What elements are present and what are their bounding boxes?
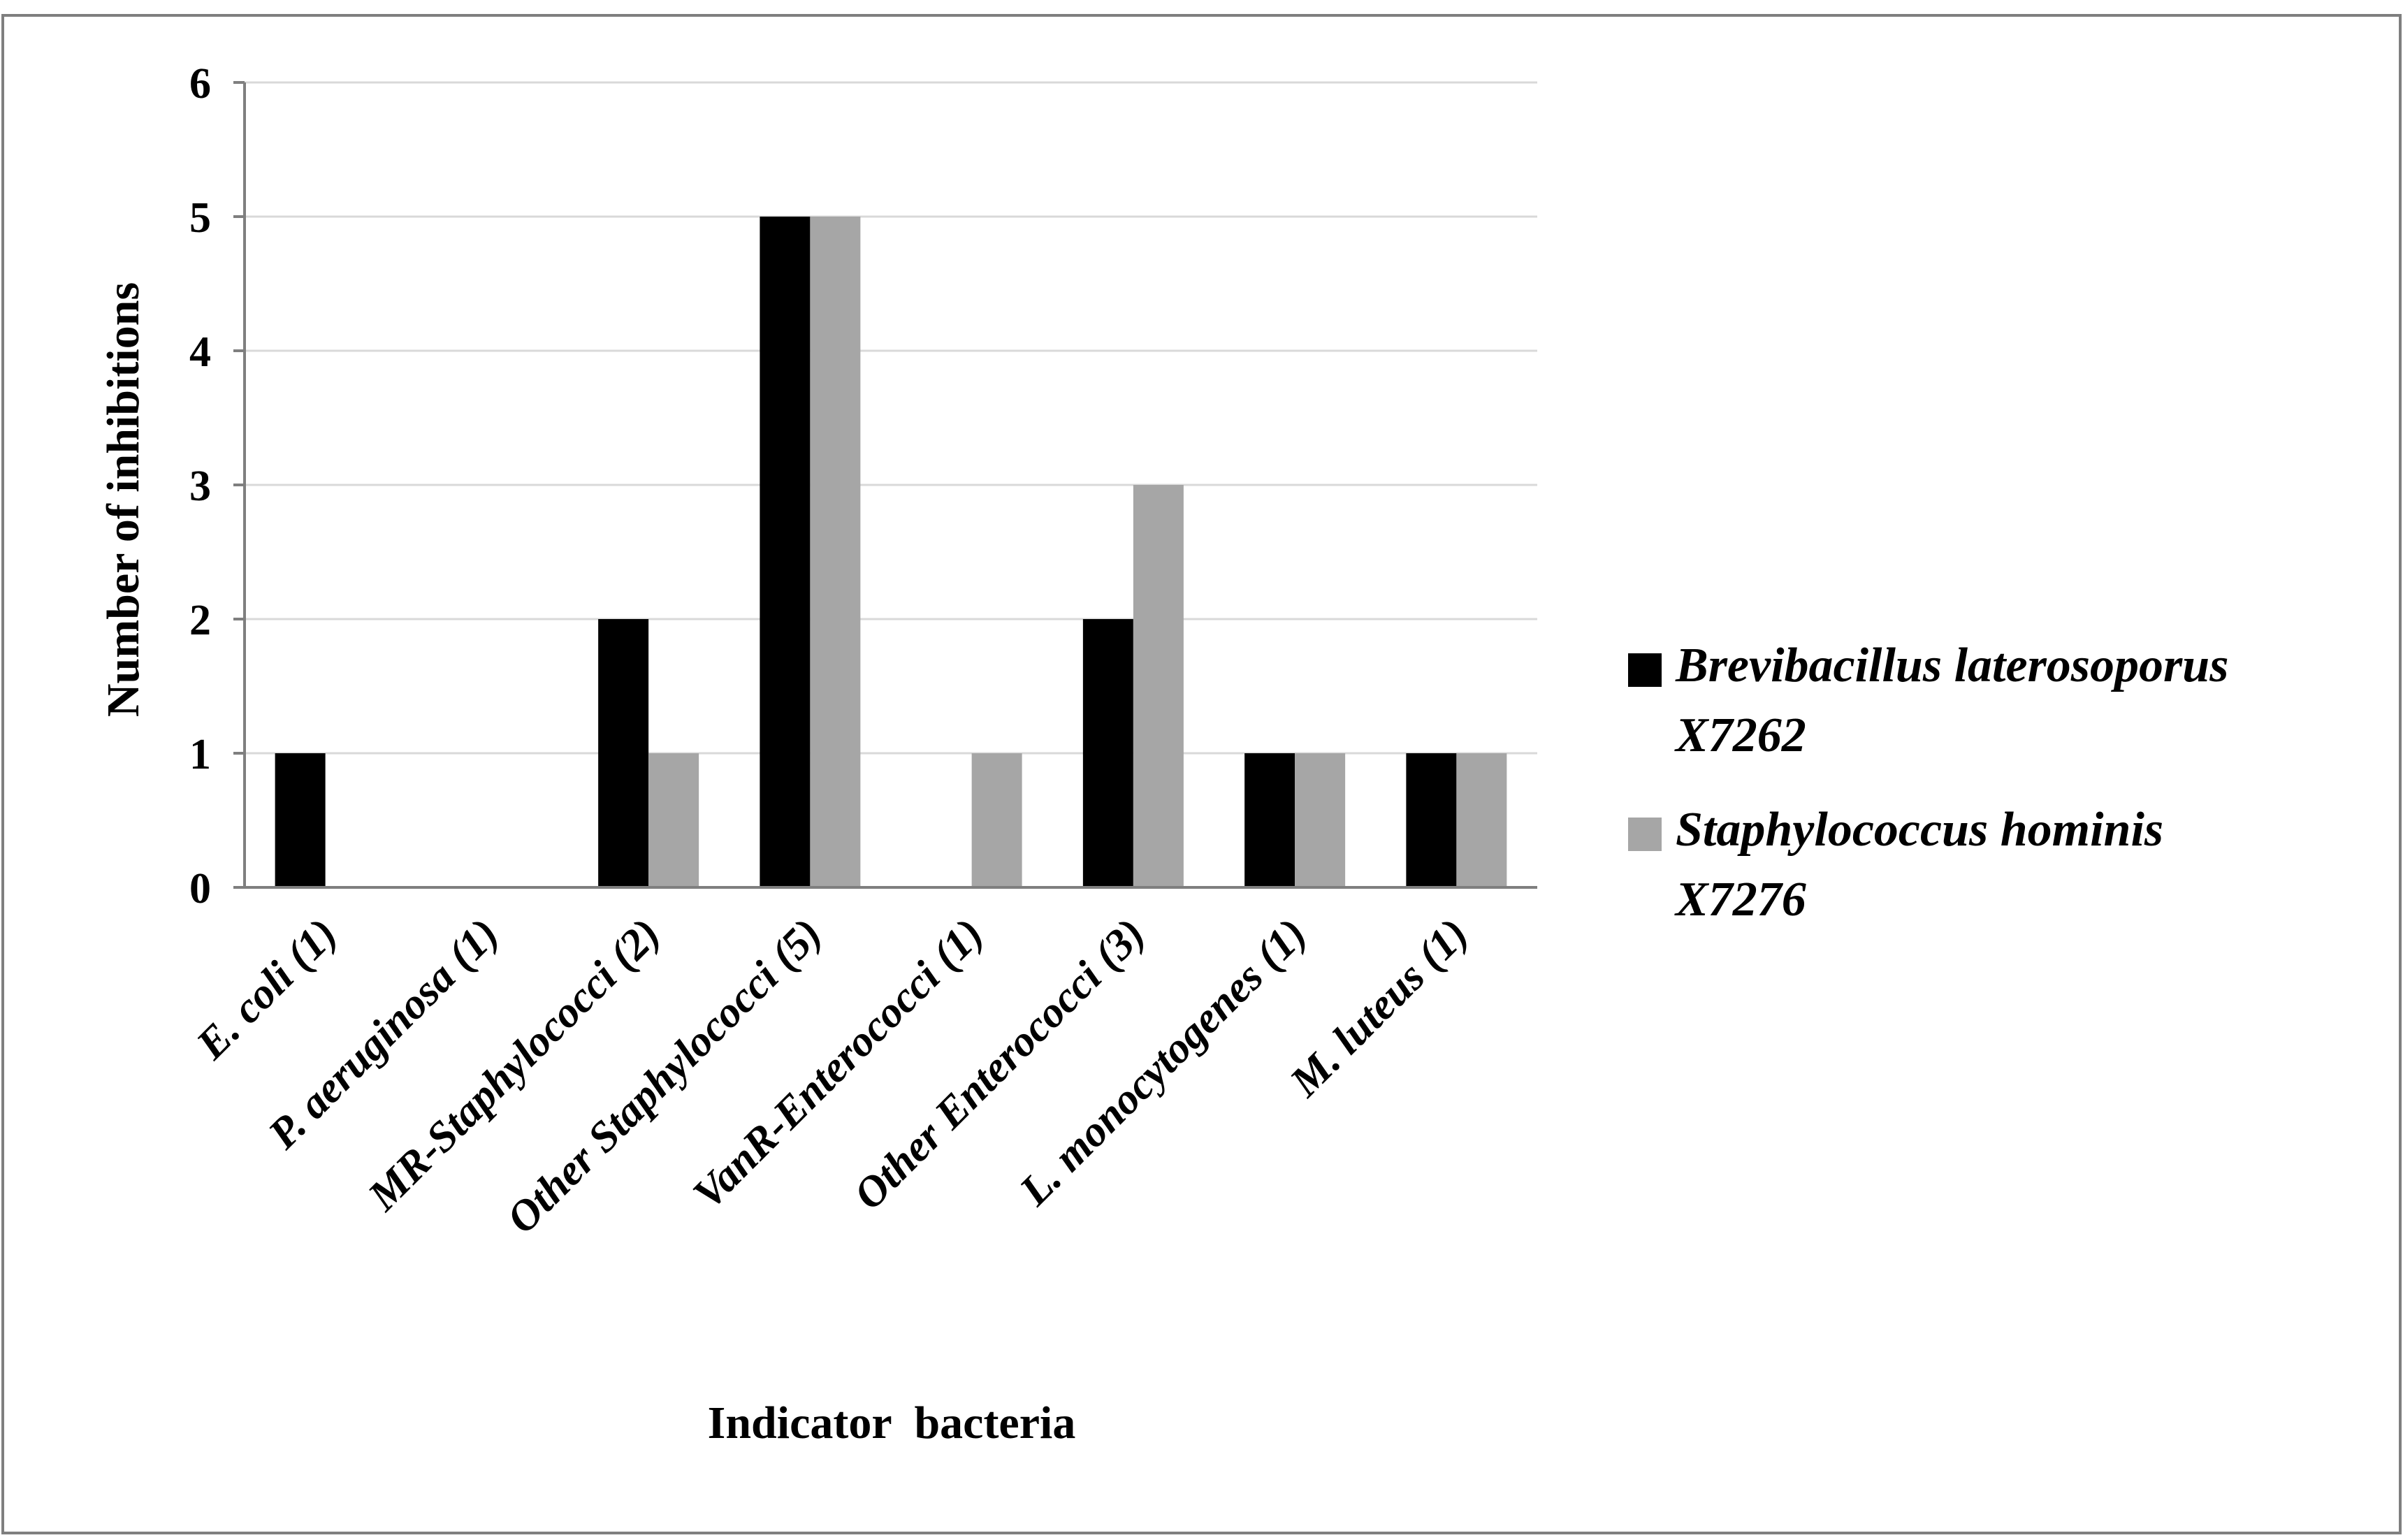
y-tick-labels: 0 1 2 3 4 5 6 [189, 60, 211, 913]
bar-series2 [1295, 753, 1346, 887]
figure-border [1, 14, 2402, 1534]
y-tick-label: 5 [189, 194, 211, 242]
y-tick-label: 6 [189, 60, 211, 108]
legend-label: X7276 [1674, 873, 1806, 927]
bar-series1 [1082, 619, 1133, 887]
legend-swatch [1628, 818, 1662, 851]
bar-series1 [1244, 753, 1295, 887]
bar-series1 [760, 217, 811, 887]
bar-series [275, 217, 1507, 887]
legend-label: Staphylococcus hominis [1676, 803, 2163, 857]
bar-series1 [1406, 753, 1457, 887]
bar-series2 [1456, 753, 1507, 887]
y-tick-label: 2 [189, 597, 211, 644]
y-tick-label: 1 [189, 731, 211, 778]
legend-label: Brevibacillus laterosoporus [1675, 639, 2228, 692]
axes [233, 81, 1537, 889]
y-axis-title: Number of inhibitions [98, 282, 149, 717]
bar-series1 [598, 619, 649, 887]
y-tick-label: 0 [189, 865, 211, 913]
legend-swatch [1628, 653, 1662, 687]
y-tick-label: 4 [189, 328, 211, 376]
bar-series2 [648, 753, 699, 887]
legend: Brevibacillus laterosoporus X7262 Staphylo… [1628, 639, 2228, 927]
bar-series1 [275, 753, 326, 887]
bar-series2 [971, 753, 1022, 887]
bar-series2 [810, 217, 861, 887]
y-tick-label: 3 [189, 463, 211, 510]
x-axis-title: Indicator bacteria [708, 1397, 1076, 1448]
bar-series2 [1133, 485, 1184, 887]
legend-label: X7262 [1674, 709, 1806, 762]
